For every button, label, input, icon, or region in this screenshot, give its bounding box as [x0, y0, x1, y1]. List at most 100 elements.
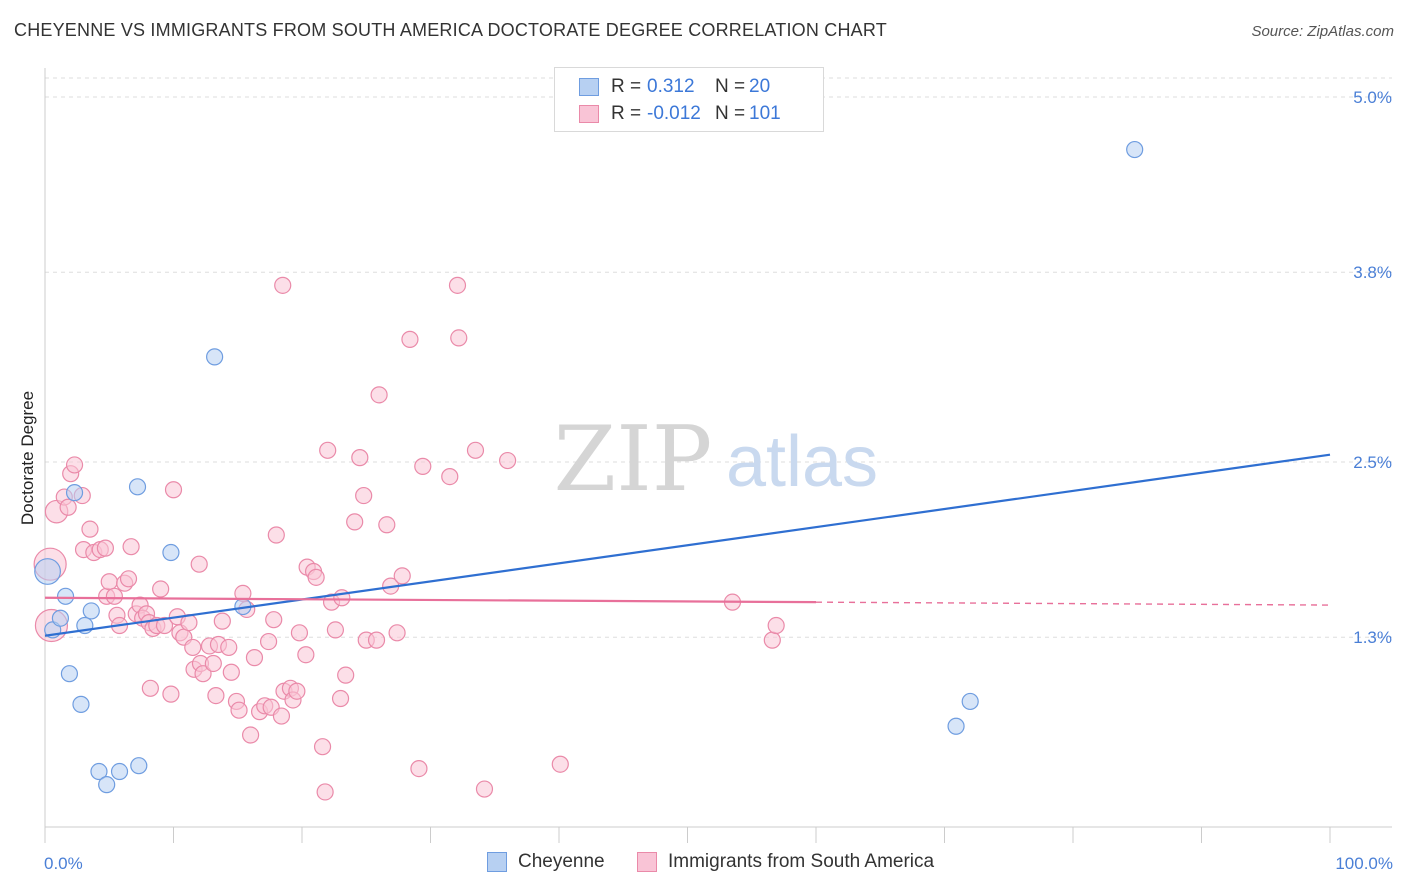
- cheyenne-point: [98, 776, 116, 794]
- immigrants-point: [475, 780, 494, 798]
- cheyenne-point: [34, 558, 61, 585]
- tick-labels: 1.3% 2.5% 3.8% 5.0% 0.0% 100.0%: [44, 88, 1393, 873]
- immigrants-point: [367, 631, 386, 649]
- immigrants-point: [220, 638, 238, 657]
- immigrants-point: [65, 456, 84, 474]
- r-value: -0.012: [647, 103, 701, 124]
- cheyenne-point: [60, 665, 79, 683]
- series-legend: Cheyenne Immigrants from South America: [0, 851, 1406, 879]
- x-tick-label: 0.0%: [44, 854, 83, 873]
- immigrants-point: [274, 276, 292, 294]
- immigrants-point: [319, 441, 337, 459]
- immigrants-point: [155, 616, 174, 635]
- immigrants-point: [414, 457, 432, 475]
- immigrants-point: [499, 451, 517, 470]
- n-label: N =: [715, 103, 746, 124]
- axes: [44, 68, 1392, 843]
- immigrants-point: [141, 679, 159, 697]
- cheyenne-point: [56, 587, 75, 605]
- legend-row-immigrants: R = -0.012 N = 101: [579, 102, 817, 126]
- immigrants-point: [267, 526, 285, 544]
- immigrants-point: [194, 665, 212, 683]
- n-value: 101: [749, 103, 781, 124]
- immigrants-point: [331, 689, 350, 708]
- immigrants-point: [393, 567, 411, 585]
- immigrants-point: [355, 486, 373, 505]
- cheyenne-point: [51, 609, 70, 627]
- immigrants-point: [448, 276, 467, 294]
- cheyenne-point: [130, 757, 148, 775]
- immigrants-point: [152, 580, 170, 598]
- legend-label: Immigrants from South America: [668, 851, 935, 872]
- immigrants-point: [410, 759, 428, 778]
- grid-lines: [45, 77, 1392, 638]
- immigrants-trend-line: [44, 596, 817, 604]
- immigrants-points: [33, 276, 785, 801]
- immigrants-point: [288, 682, 306, 700]
- r-label: R =: [611, 76, 642, 97]
- immigrants-point: [297, 646, 315, 664]
- immigrants-point: [316, 783, 334, 801]
- immigrants-point: [313, 738, 332, 756]
- cheyenne-point: [72, 695, 90, 713]
- legend-label: Cheyenne: [518, 851, 605, 872]
- immigrants-point: [213, 612, 231, 630]
- cheyenne-point: [110, 762, 129, 781]
- cheyenne-swatch: [579, 78, 599, 96]
- immigrants-point: [401, 330, 419, 348]
- watermark: ZIP atlas: [554, 407, 878, 512]
- immigrants-point: [551, 755, 569, 773]
- immigrants-swatch: [579, 105, 599, 123]
- cheyenne-swatch: [487, 852, 507, 872]
- immigrants-point: [466, 441, 485, 459]
- y-axis-title: Doctorate Degree: [18, 391, 37, 525]
- immigrants-point: [204, 654, 222, 673]
- immigrants-point: [119, 570, 138, 588]
- cheyenne-point: [162, 543, 180, 562]
- cheyenne-point: [90, 762, 108, 781]
- watermark-atlas: atlas: [726, 422, 878, 502]
- y-tick-label: 5.0%: [1353, 88, 1392, 107]
- immigrants-point: [190, 555, 208, 573]
- immigrants-point: [450, 329, 468, 347]
- n-label: N =: [715, 76, 746, 97]
- cheyenne-point: [1126, 140, 1144, 159]
- immigrants-point: [122, 538, 140, 556]
- immigrants-point: [96, 539, 114, 557]
- immigrants-point: [388, 624, 406, 642]
- immigrants-point: [162, 685, 180, 703]
- chart-title: CHEYENNE VS IMMIGRANTS FROM SOUTH AMERIC…: [14, 20, 887, 40]
- legend-item-cheyenne[interactable]: Cheyenne: [487, 851, 605, 873]
- immigrants-point: [207, 686, 225, 705]
- immigrants-point: [272, 707, 291, 725]
- immigrants-point: [337, 666, 355, 684]
- immigrants-point: [351, 449, 369, 467]
- cheyenne-point: [65, 484, 84, 502]
- immigrants-point: [105, 587, 123, 605]
- cheyenne-point: [206, 348, 224, 366]
- correlation-legend: R = 0.312 N = 20 R = -0.012 N = 101: [554, 67, 824, 132]
- y-tick-label: 3.8%: [1353, 263, 1392, 282]
- immigrants-point: [346, 513, 364, 531]
- immigrants-point: [81, 520, 99, 538]
- immigrants-point: [259, 632, 278, 651]
- immigrants-point: [59, 498, 77, 516]
- y-tick-label: 2.5%: [1353, 453, 1392, 472]
- cheyenne-trend-line: [44, 453, 1331, 637]
- r-value: 0.312: [647, 76, 695, 97]
- cheyenne-point: [128, 478, 147, 496]
- immigrants-point: [245, 649, 264, 667]
- cheyenne-point: [82, 602, 100, 620]
- cheyenne-point: [961, 692, 979, 711]
- immigrants-point: [326, 621, 345, 639]
- immigrants-point: [441, 468, 459, 486]
- immigrants-point: [290, 624, 309, 642]
- immigrants-point: [242, 726, 260, 744]
- legend-item-immigrants[interactable]: Immigrants from South America: [637, 851, 934, 873]
- immigrants-swatch: [637, 852, 657, 872]
- immigrants-point: [222, 663, 240, 681]
- x-tick-label: 100.0%: [1335, 854, 1393, 873]
- legend-row-cheyenne: R = 0.312 N = 20: [579, 75, 817, 99]
- immigrants-point: [763, 631, 781, 649]
